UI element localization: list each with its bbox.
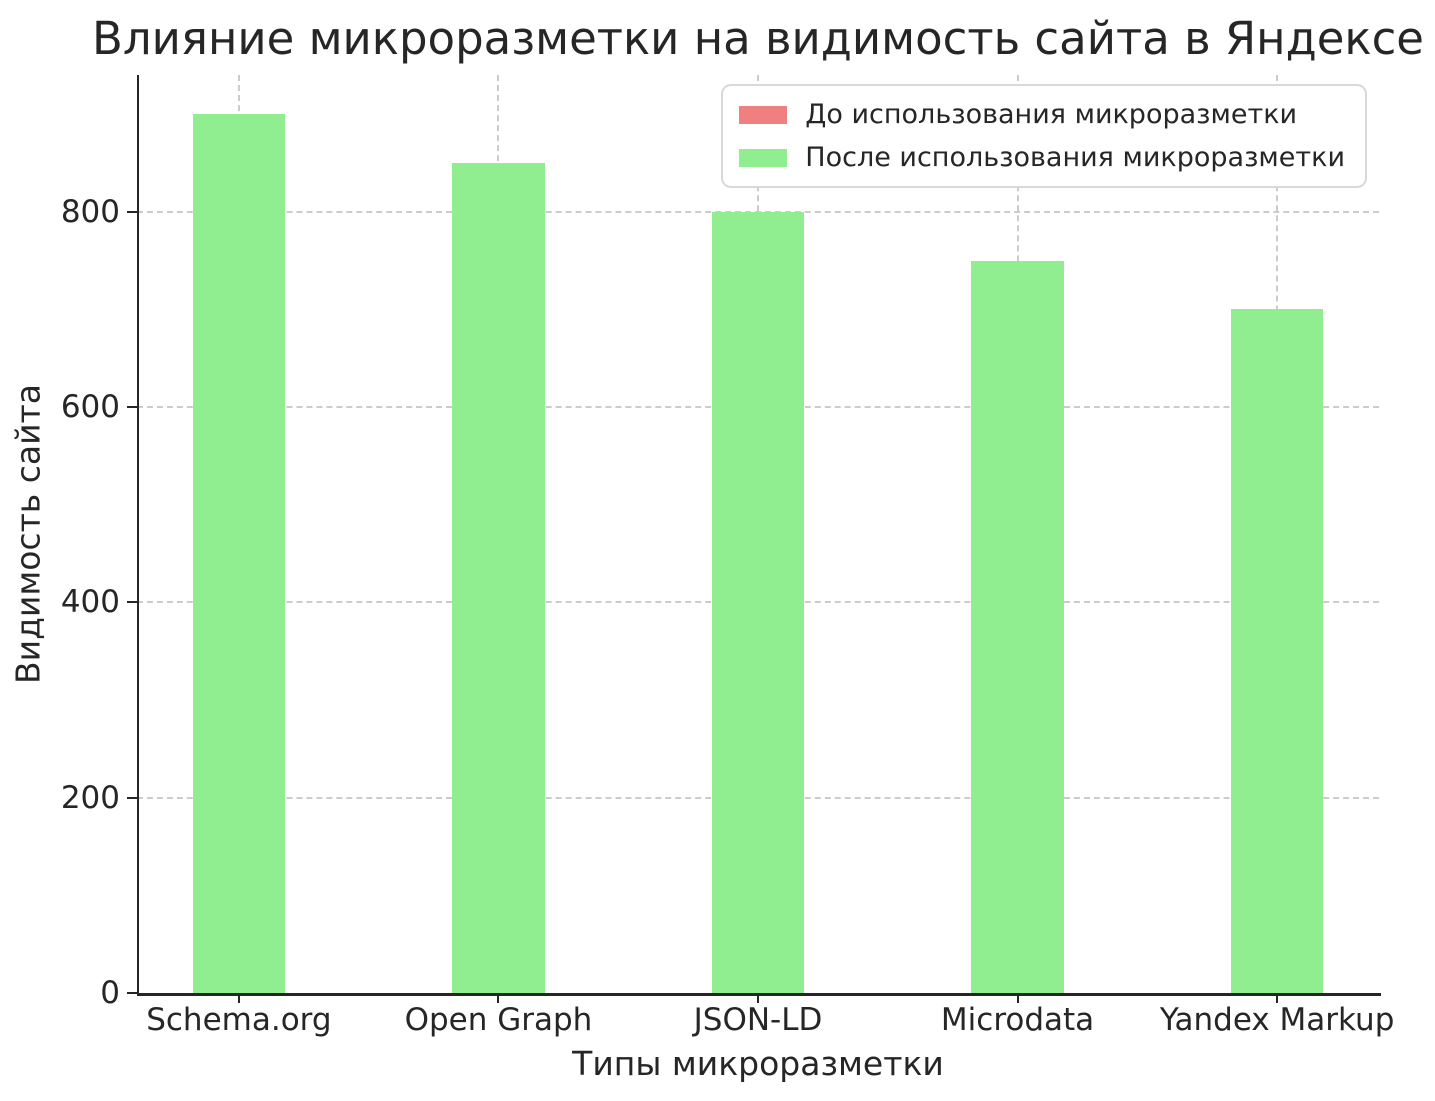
bar--yandex-markup bbox=[1231, 309, 1324, 993]
legend-item-: После использования микроразметки bbox=[739, 142, 1345, 173]
x-tick-mark-microdata bbox=[1016, 993, 1019, 1003]
legend: До использования микроразметки После испо… bbox=[721, 84, 1367, 188]
bar--schema-org bbox=[192, 114, 285, 993]
bar--open-graph bbox=[452, 162, 545, 993]
y-tick-label-800: 800 bbox=[60, 193, 120, 230]
y-axis-label: Видимость сайта bbox=[8, 384, 48, 684]
y-tick-mark-800 bbox=[127, 210, 137, 213]
x-tick-label-open-graph: Open Graph bbox=[404, 1002, 593, 1038]
y-tick-mark-0 bbox=[127, 992, 137, 994]
x-tick-mark-open-graph bbox=[497, 993, 500, 1003]
y-tick-label-0: 0 bbox=[100, 975, 120, 1011]
bar--json-ld bbox=[711, 211, 805, 993]
legend-swatch-icon bbox=[739, 148, 788, 167]
x-tick-label-yandex-markup: Yandex Markup bbox=[1159, 1002, 1395, 1038]
y-tick-mark-200 bbox=[127, 796, 137, 799]
y-tick-label-400: 400 bbox=[60, 584, 120, 621]
x-tick-mark-yandex-markup bbox=[1276, 993, 1279, 1003]
y-tick-label-200: 200 bbox=[60, 779, 120, 816]
legend-label: До использования микроразметки bbox=[805, 99, 1298, 130]
y-tick-mark-400 bbox=[127, 601, 137, 604]
x-tick-label-schema-org: Schema.org bbox=[146, 1002, 332, 1038]
y-tick-mark-600 bbox=[127, 406, 137, 409]
chart-title: Влияние микроразметки на видимость сайта… bbox=[92, 12, 1424, 65]
x-tick-label-microdata: Microdata bbox=[940, 1002, 1095, 1038]
legend-swatch-icon bbox=[739, 105, 788, 124]
y-tick-label-600: 600 bbox=[60, 389, 120, 426]
x-tick-mark-schema-org bbox=[237, 993, 240, 1003]
legend-label: После использования микроразметки bbox=[805, 142, 1345, 173]
x-tick-mark-json-ld bbox=[757, 993, 759, 1003]
x-axis-label: Типы микроразметки bbox=[572, 1044, 944, 1083]
bar--microdata bbox=[971, 260, 1064, 993]
x-tick-label-json-ld: JSON-LD bbox=[693, 1002, 823, 1038]
legend-item-: До использования микроразметки bbox=[739, 99, 1345, 130]
